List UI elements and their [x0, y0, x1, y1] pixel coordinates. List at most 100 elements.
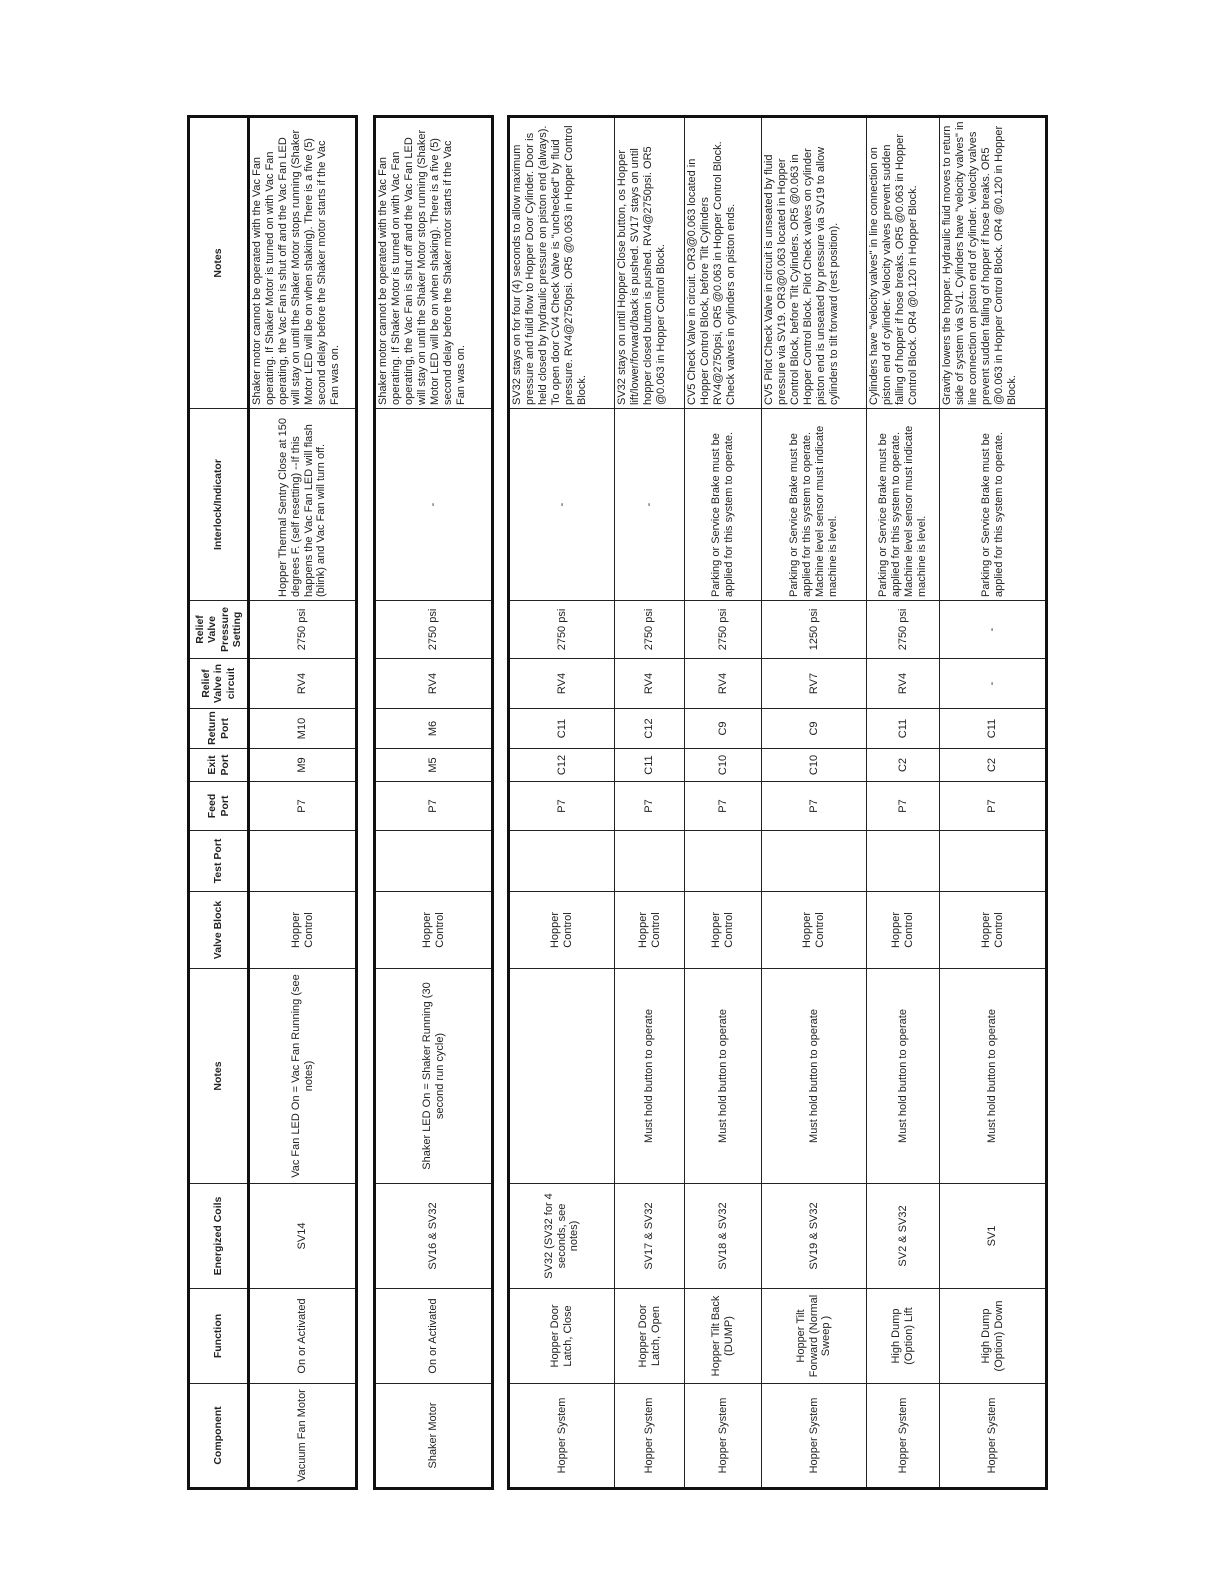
cell-notes: Vac Fan LED On = Vac Fan Running (see no… — [248, 968, 357, 1184]
cell-return-port: C9 — [684, 708, 762, 749]
header-relief-valve: Relief Valve in circuit — [188, 658, 249, 709]
header-relief-pressure: Relief Valve Pressure Setting — [188, 600, 249, 659]
cell-interlock: Hopper Thermal Sentry Close at 150 degre… — [248, 408, 357, 601]
cell-exit-port: C12 — [508, 748, 615, 782]
valve-table-shaker: Shaker Motor On or Activated SV16 & SV32 Sh… — [373, 115, 494, 1490]
cell-feed-port: P7 — [939, 781, 1047, 831]
cell-test-port — [614, 830, 685, 892]
cell-component: Hopper System — [508, 1383, 615, 1489]
cell-relief-valve: - — [939, 658, 1047, 709]
cell-interlock: Parking or Service Brake must be applied… — [939, 408, 1047, 601]
cell-exit-port: C10 — [761, 748, 867, 782]
cell-relief-pressure: 2750 psi — [684, 600, 762, 659]
cell-test-port — [866, 830, 940, 892]
cell-test-port — [684, 830, 762, 892]
cell-notes — [508, 968, 615, 1184]
table-row: Hopper System High Dump (Option) Down SV1 M… — [939, 116, 1047, 1489]
cell-test-port — [939, 830, 1047, 892]
cell-energized-coils: SV2 & SV32 — [866, 1183, 940, 1289]
cell-return-port: C12 — [614, 708, 685, 749]
cell-relief-pressure: 2750 psi — [374, 600, 493, 659]
cell-exit-port: C11 — [614, 748, 685, 782]
header-test-port: Test Port — [188, 830, 249, 892]
valve-table-hopper: Hopper System Hopper Door Latch, Close SV3… — [507, 115, 1048, 1490]
cell-component: Hopper System — [614, 1383, 685, 1489]
cell-function: Hopper Door Latch, Open — [614, 1288, 685, 1384]
cell-function: Hopper Tilt Back (DUMP) — [684, 1288, 762, 1384]
cell-energized-coils: SV18 & SV32 — [684, 1183, 762, 1289]
header-return-port: Return Port — [188, 708, 249, 749]
cell-feed-port: P7 — [866, 781, 940, 831]
cell-detail-notes: SV32 stays on until Hopper Close button,… — [614, 116, 685, 409]
cell-exit-port: C2 — [939, 748, 1047, 782]
cell-valve-block: Hopper Control — [866, 891, 940, 969]
cell-energized-coils: SV14 — [248, 1183, 357, 1289]
header-energized-coils: Energized Coils — [188, 1183, 249, 1289]
header-row: Component Function Energized Coils Notes Val… — [188, 116, 249, 1489]
cell-test-port — [761, 830, 867, 892]
cell-feed-port: P7 — [508, 781, 615, 831]
cell-energized-coils: SV17 & SV32 — [614, 1183, 685, 1289]
cell-interlock: Parking or Service Brake must be applied… — [866, 408, 940, 601]
cell-relief-valve: RV4 — [248, 658, 357, 709]
cell-feed-port: P7 — [614, 781, 685, 831]
valve-table-vacuum-fan: Component Function Energized Coils Notes Val… — [187, 115, 358, 1490]
cell-notes: Must hold button to operate — [614, 968, 685, 1184]
cell-function: On or Activated — [248, 1288, 357, 1384]
cell-relief-valve: RV4 — [374, 658, 493, 709]
cell-valve-block: Hopper Control — [374, 891, 493, 969]
cell-relief-valve: RV4 — [508, 658, 615, 709]
cell-test-port — [508, 830, 615, 892]
cell-exit-port: C10 — [684, 748, 762, 782]
cell-notes: Must hold button to operate — [684, 968, 762, 1184]
cell-component: Vacuum Fan Motor — [248, 1383, 357, 1489]
cell-component: Hopper System — [939, 1383, 1047, 1489]
cell-relief-valve: RV4 — [684, 658, 762, 709]
cell-interlock: Parking or Service Brake must be applied… — [684, 408, 762, 601]
cell-relief-pressure: 2750 psi — [614, 600, 685, 659]
cell-notes: Shaker LED On = Shaker Running (30 secon… — [374, 968, 493, 1184]
cell-component: Hopper System — [761, 1383, 867, 1489]
cell-test-port — [248, 830, 357, 892]
cell-component: Hopper System — [684, 1383, 762, 1489]
cell-return-port: C11 — [939, 708, 1047, 749]
cell-return-port: C11 — [508, 708, 615, 749]
cell-component: Shaker Motor — [374, 1383, 493, 1489]
table-row: Hopper System Hopper Tilt Forward (Normal… — [761, 116, 867, 1489]
cell-energized-coils: SV19 & SV32 — [761, 1183, 867, 1289]
table-row: Hopper System Hopper Door Latch, Open SV17… — [614, 116, 685, 1489]
cell-return-port: M6 — [374, 708, 493, 749]
cell-component: Hopper System — [866, 1383, 940, 1489]
cell-feed-port: P7 — [684, 781, 762, 831]
cell-feed-port: P7 — [248, 781, 357, 831]
header-exit-port: Exit Port — [188, 748, 249, 782]
cell-notes: Must hold button to operate — [761, 968, 867, 1184]
cell-interlock: - — [374, 408, 493, 601]
cell-exit-port: M5 — [374, 748, 493, 782]
cell-detail-notes: CV5 Check Valve in circuit. OR3@0.063 lo… — [684, 116, 762, 409]
cell-detail-notes: Gravity lowers the hopper. Hydraulic flu… — [939, 116, 1047, 409]
cell-detail-notes: Cylinders have "velocity valves" in line… — [866, 116, 940, 409]
cell-feed-port: P7 — [761, 781, 867, 831]
cell-return-port: C9 — [761, 708, 867, 749]
header-notes: Notes — [188, 968, 249, 1184]
cell-energized-coils: SV16 & SV32 — [374, 1183, 493, 1289]
cell-interlock: - — [614, 408, 685, 601]
cell-valve-block: Hopper Control — [761, 891, 867, 969]
cell-exit-port: M9 — [248, 748, 357, 782]
cell-relief-pressure: 2750 psi — [866, 600, 940, 659]
header-component: Component — [188, 1383, 249, 1489]
header-feed-port: Feed Port — [188, 781, 249, 831]
header-detail-notes: Notes — [188, 116, 249, 409]
cell-relief-valve: RV4 — [866, 658, 940, 709]
cell-relief-pressure: - — [939, 600, 1047, 659]
cell-return-port: M10 — [248, 708, 357, 749]
cell-return-port: C11 — [866, 708, 940, 749]
cell-relief-pressure: 2750 psi — [508, 600, 615, 659]
cell-interlock: Parking or Service Brake must be applied… — [761, 408, 867, 601]
cell-detail-notes: SV32 stays on for four (4) seconds to al… — [508, 116, 615, 409]
table-row: Hopper System Hopper Tilt Back (DUMP) SV18… — [684, 116, 762, 1489]
table-row: Hopper System Hopper Door Latch, Close SV3… — [508, 116, 615, 1489]
table-row: Hopper System High Dump (Option) Lift SV2 … — [866, 116, 940, 1489]
